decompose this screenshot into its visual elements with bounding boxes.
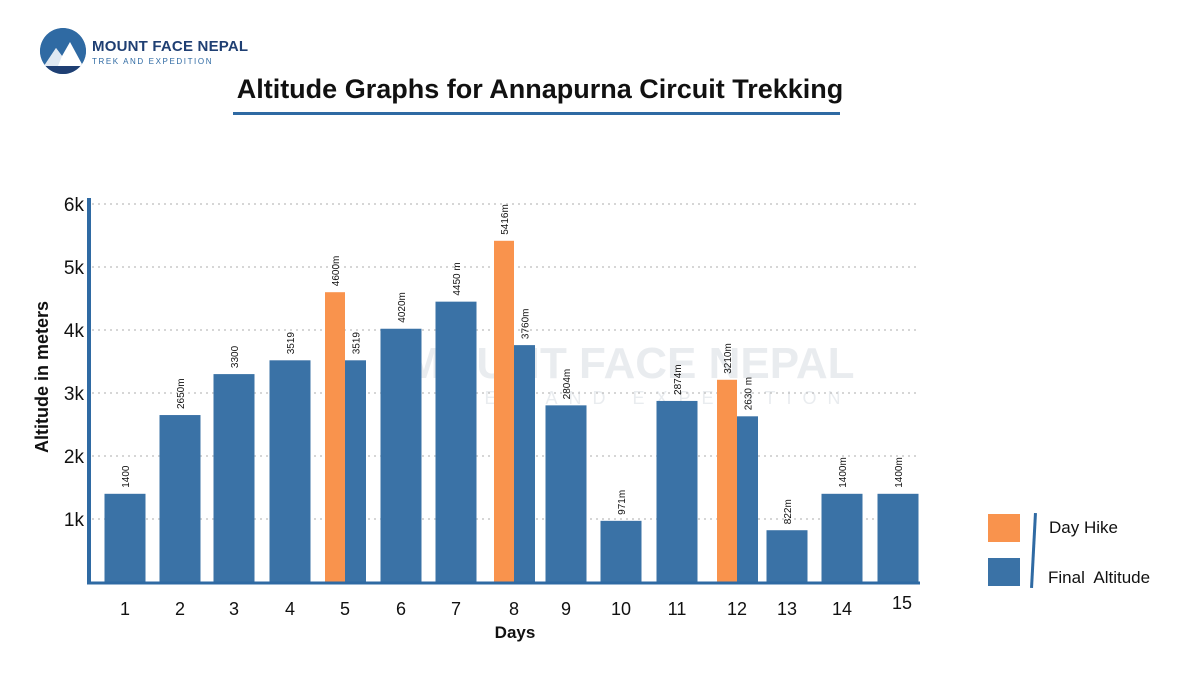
data-label-final-altitude: 2874m bbox=[673, 364, 684, 395]
bar-final-altitude bbox=[380, 328, 422, 582]
data-label-final-altitude: 3300 bbox=[230, 345, 241, 368]
bar-final-altitude bbox=[737, 416, 758, 582]
x-tick-label: 8 bbox=[509, 599, 519, 619]
x-tick-label: 14 bbox=[832, 599, 852, 619]
x-tick-label: 7 bbox=[451, 599, 461, 619]
legend-swatch-final-altitude bbox=[988, 558, 1020, 586]
y-tick-label: 2k bbox=[64, 447, 85, 468]
bar-day-hike bbox=[325, 292, 345, 582]
x-tick-label: 3 bbox=[229, 599, 239, 619]
x-tick-label: 11 bbox=[668, 599, 687, 619]
data-label-final-altitude: 1400 bbox=[121, 465, 132, 488]
y-tick-label: 1k bbox=[64, 510, 85, 531]
bar-final-altitude bbox=[821, 493, 863, 582]
x-tick-label: 4 bbox=[285, 599, 295, 619]
data-label-final-altitude: 3519 bbox=[286, 332, 297, 355]
x-tick-label: 13 bbox=[777, 599, 797, 619]
y-tick-label: 4k bbox=[64, 321, 85, 342]
data-label-final-altitude: 1400m bbox=[838, 457, 849, 488]
data-label-final-altitude: 2630 m bbox=[744, 377, 755, 410]
y-axis-title: Altitude in meters bbox=[32, 301, 52, 453]
data-label-final-altitude: 2804m bbox=[562, 369, 573, 400]
data-label-final-altitude: 3519 bbox=[352, 332, 363, 355]
legend-swatch-day-hike bbox=[988, 514, 1020, 542]
x-tick-label: 15 bbox=[892, 593, 912, 613]
data-label-final-altitude: 2650m bbox=[176, 378, 187, 409]
bar-day-hike bbox=[717, 379, 737, 582]
brand-tagline: TREK AND EXPEDITION bbox=[92, 57, 214, 66]
data-label-final-altitude: 4020m bbox=[397, 292, 408, 323]
bar-final-altitude bbox=[435, 301, 477, 582]
x-tick-label: 9 bbox=[561, 599, 571, 619]
data-label-day-hike: 4600m bbox=[331, 256, 342, 287]
data-label-final-altitude: 3760m bbox=[521, 309, 532, 340]
bar-final-altitude bbox=[877, 493, 919, 582]
bar-final-altitude bbox=[269, 360, 311, 582]
brand-logo: MOUNT FACE NEPAL TREK AND EXPEDITION bbox=[40, 28, 248, 78]
x-tick-label: 1 bbox=[120, 599, 130, 619]
bar-final-altitude bbox=[514, 345, 535, 582]
bar-final-altitude bbox=[766, 530, 808, 582]
legend-label-day-hike: Day Hike bbox=[1049, 518, 1118, 537]
legend-label-final-altitude: Final Altitude bbox=[1048, 568, 1151, 587]
x-axis-title: Days bbox=[495, 623, 536, 642]
x-tick-label: 10 bbox=[611, 599, 631, 619]
data-label-final-altitude: 4450 m bbox=[452, 262, 463, 295]
chart-title: Altitude Graphs for Annapurna Circuit Tr… bbox=[236, 74, 844, 104]
x-tick-label: 5 bbox=[340, 599, 350, 619]
bar-day-hike bbox=[494, 240, 514, 583]
watermark-name: MOUNT FACE NEPAL bbox=[406, 339, 855, 388]
bar-final-altitude bbox=[600, 520, 642, 582]
x-tick-label: 6 bbox=[396, 599, 406, 619]
data-label-final-altitude: 1400m bbox=[894, 457, 905, 488]
data-label-final-altitude: 822m bbox=[783, 499, 794, 524]
y-tick-label: 3k bbox=[64, 384, 85, 405]
data-label-day-hike: 5416m bbox=[500, 204, 511, 235]
brand-name: MOUNT FACE NEPAL bbox=[92, 38, 249, 55]
mountain-logo-icon bbox=[40, 28, 86, 74]
bar-final-altitude bbox=[345, 360, 366, 582]
y-tick-label: 6k bbox=[64, 195, 85, 216]
bar-final-altitude bbox=[213, 374, 255, 582]
data-label-day-hike: 3210m bbox=[723, 343, 734, 374]
title-underline bbox=[233, 112, 840, 115]
bar-final-altitude bbox=[104, 493, 146, 582]
bar-final-altitude bbox=[656, 400, 698, 582]
data-label-final-altitude: 971m bbox=[617, 490, 628, 515]
bar-final-altitude bbox=[159, 415, 201, 582]
x-tick-label: 2 bbox=[175, 599, 185, 619]
y-tick-label: 5k bbox=[64, 258, 85, 279]
x-tick-label: 12 bbox=[727, 599, 747, 619]
bar-final-altitude bbox=[545, 405, 587, 582]
